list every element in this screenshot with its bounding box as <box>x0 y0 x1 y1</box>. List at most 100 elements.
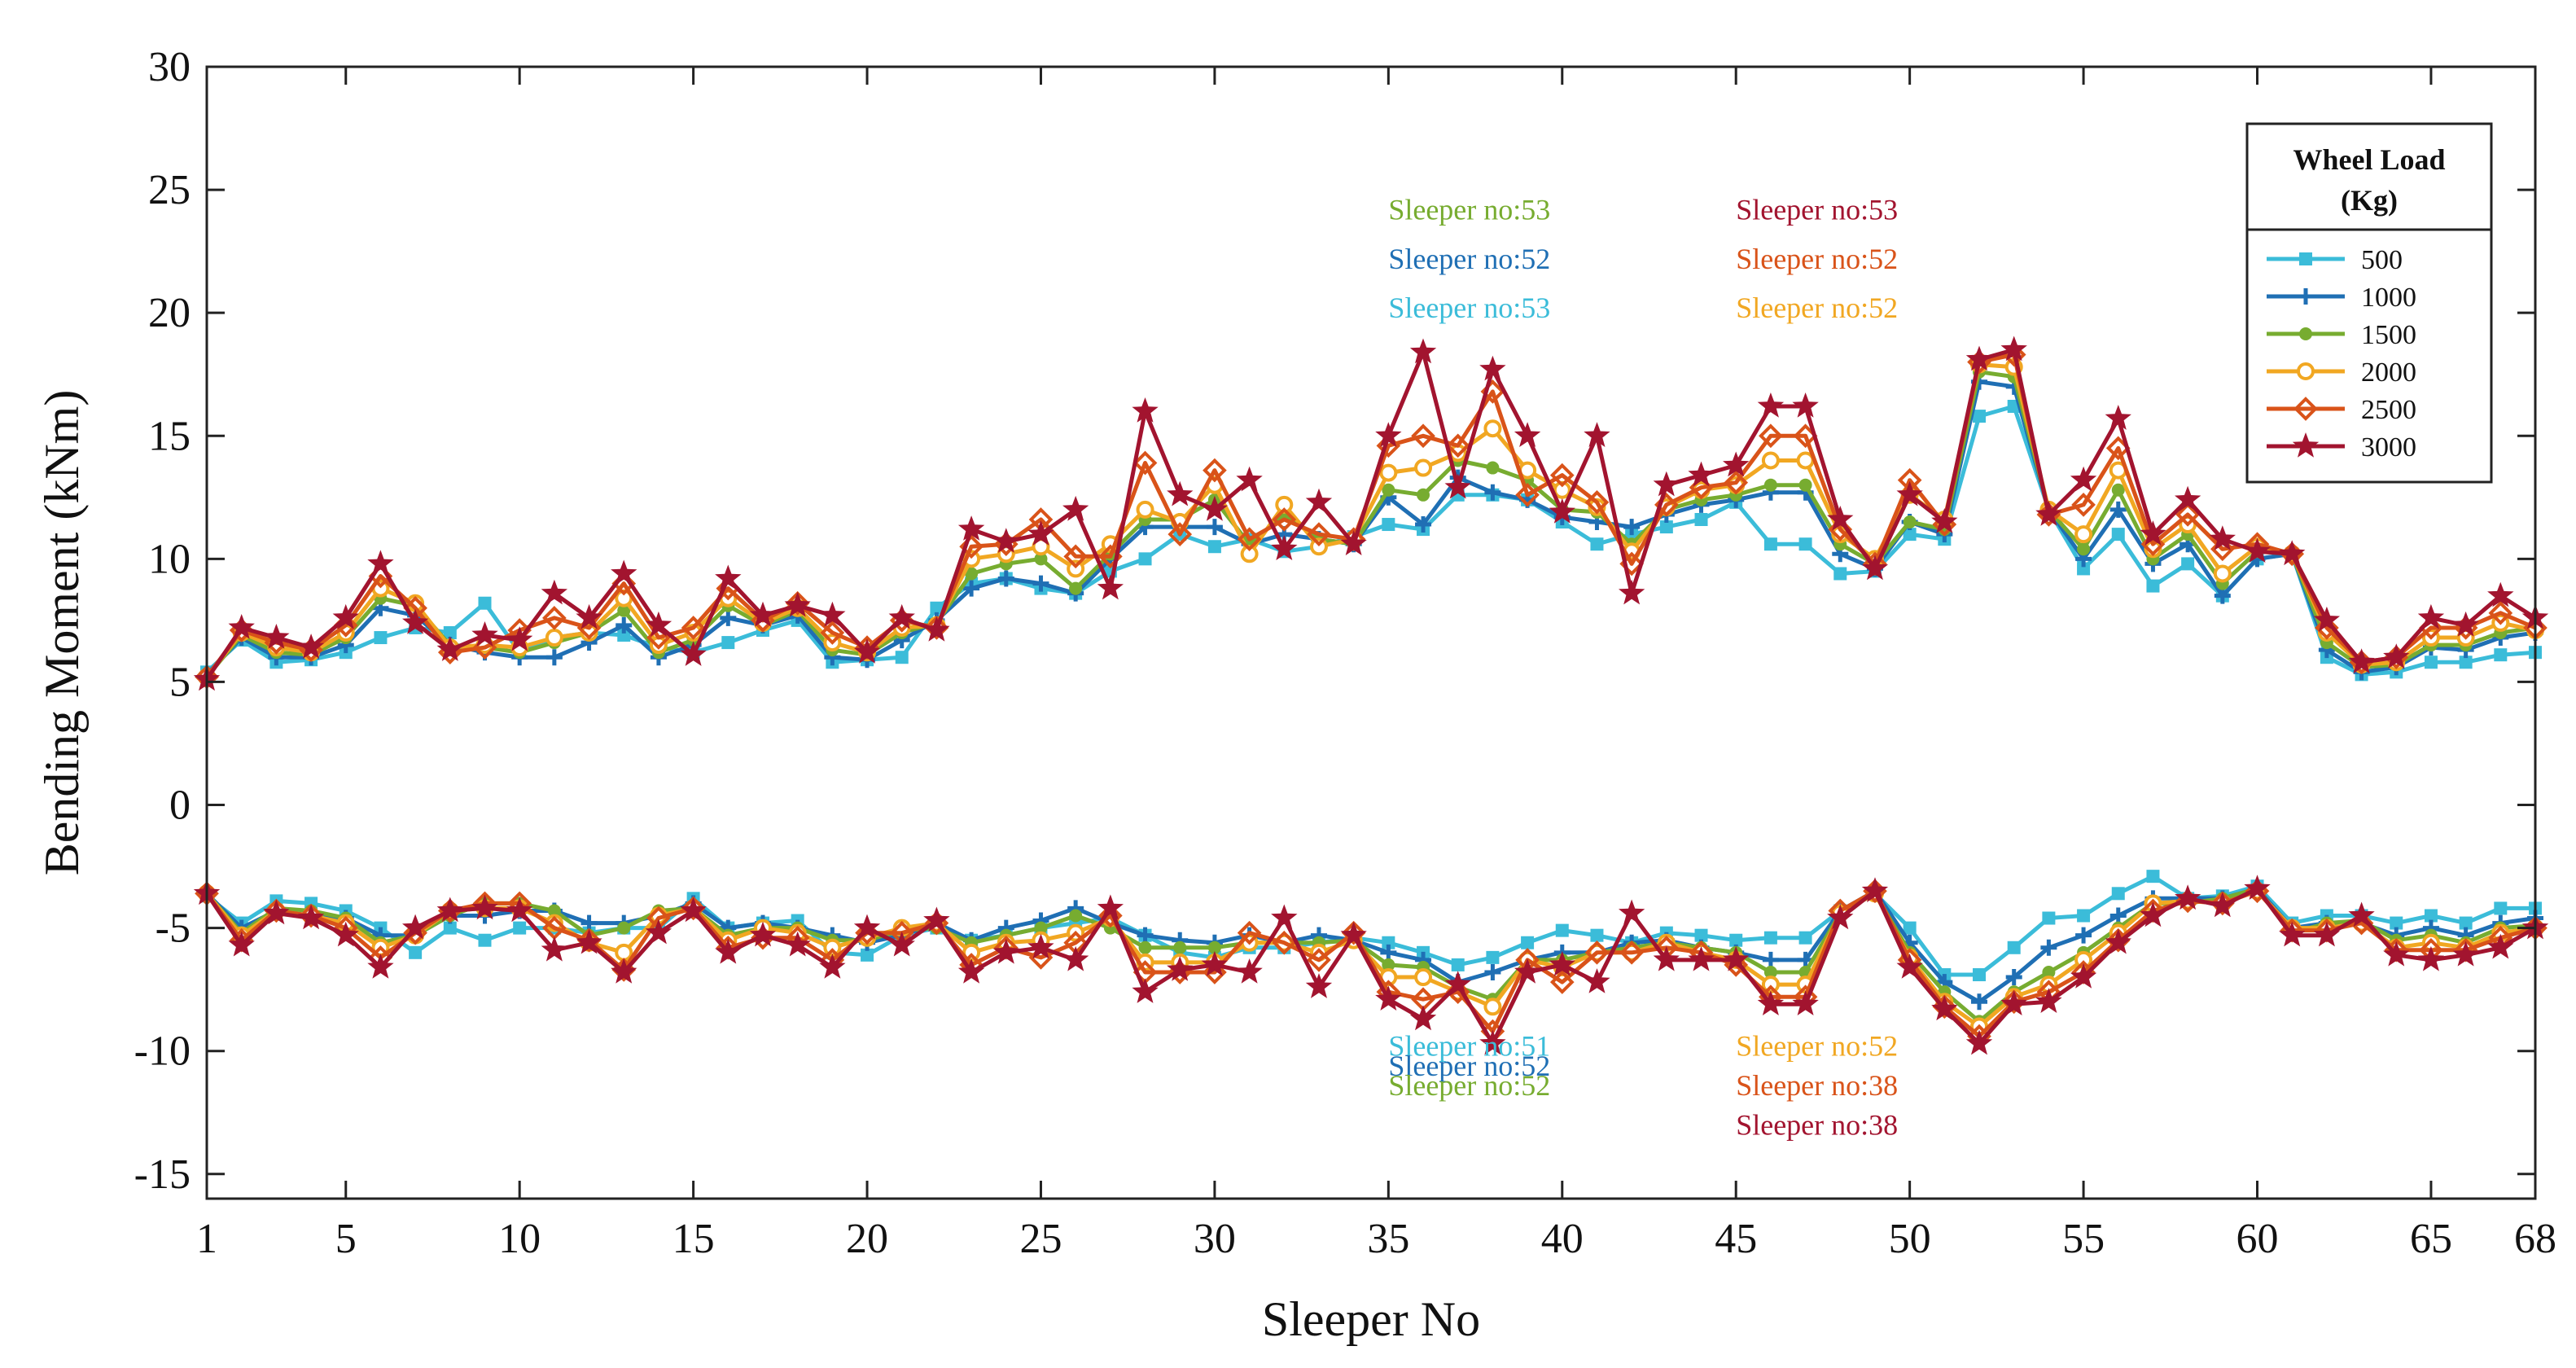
x-tick-label: 60 <box>2236 1216 2279 1262</box>
data-point-3000 <box>992 528 1019 553</box>
data-point-2500 <box>1063 544 1088 569</box>
data-point-500 <box>2146 870 2160 884</box>
data-point-2500 <box>1445 433 1470 458</box>
data-point-3000 <box>2175 485 2201 511</box>
data-point-500 <box>2494 648 2508 662</box>
data-point-2000 <box>2074 525 2093 544</box>
data-point-3000 <box>923 616 950 642</box>
data-point-500 <box>721 636 735 650</box>
data-point-500 <box>1903 528 1917 542</box>
y-tick-label: 30 <box>148 44 191 90</box>
legend-box <box>2245 122 2493 484</box>
data-point-3000 <box>2348 648 2375 673</box>
legend-label-3000: 3000 <box>2361 432 2416 463</box>
data-point-3000 <box>228 614 255 639</box>
data-point-3000 <box>2000 990 2027 1015</box>
data-point-1000 <box>2040 939 2057 956</box>
data-point-1000 <box>720 609 737 626</box>
data-point-500 <box>930 601 944 615</box>
series-3000 <box>193 335 2549 1055</box>
x-tick-label: 45 <box>1715 1216 1757 1262</box>
data-point-3000 <box>2244 537 2271 563</box>
data-point-3000 <box>402 914 429 940</box>
data-point-3000 <box>611 559 637 585</box>
data-point-500 <box>2459 656 2473 669</box>
data-point-1500 <box>1763 478 1777 492</box>
data-point-3000 <box>992 938 1019 964</box>
data-point-3000 <box>576 603 602 629</box>
x-tick-label: 10 <box>498 1216 541 1262</box>
data-point-500 <box>2007 940 2021 954</box>
x-tick-label: 68 <box>2514 1216 2556 1262</box>
y-axis-label: Bending Moment (kNm) <box>35 390 89 876</box>
x-tick-label: 5 <box>335 1216 357 1262</box>
data-point-500 <box>1138 552 1152 566</box>
data-point-3000 <box>1931 995 1958 1021</box>
annotation-label: Sleeper no:52 <box>1736 243 1898 275</box>
x-tick-label: 50 <box>1889 1216 1931 1262</box>
data-point-3000 <box>888 603 915 629</box>
data-point-1000 <box>1206 519 1223 536</box>
data-point-500 <box>1763 931 1777 945</box>
data-point-1000 <box>1762 951 1779 968</box>
data-point-3000 <box>1027 933 1054 959</box>
data-point-500 <box>1486 950 1500 964</box>
data-point-3000 <box>506 626 533 651</box>
data-point-3000 <box>471 621 498 647</box>
data-point-2000 <box>823 938 842 957</box>
tick-group: 1 5 10 15 20 25 30 35 40 45 50 55 60 65 68-15-10-50510… <box>134 44 2556 1262</box>
data-point-500 <box>1833 567 1847 581</box>
data-point-3000 <box>1688 945 1715 971</box>
data-point-2500 <box>1272 507 1297 532</box>
data-point-2500 <box>1584 490 1610 515</box>
data-point-3000 <box>853 638 881 664</box>
x-tick-label: 40 <box>1541 1216 1584 1262</box>
data-point-1000 <box>1971 993 1988 1011</box>
data-point-2500 <box>785 590 810 616</box>
data-point-3000 <box>1167 956 1194 981</box>
data-point-3000 <box>2209 525 2236 550</box>
data-point-3000 <box>1757 990 1785 1015</box>
data-point-3000 <box>1827 904 1854 930</box>
data-point-2500 <box>2315 616 2339 640</box>
data-point-2000 <box>615 943 633 962</box>
data-point-1500 <box>2111 483 2125 497</box>
data-point-2000 <box>1448 444 1467 463</box>
data-point-3000 <box>645 919 672 945</box>
data-point-2000 <box>1483 998 1502 1016</box>
data-point-3000 <box>749 921 777 947</box>
data-point-3000 <box>2279 540 2306 566</box>
data-point-3000 <box>1757 392 1785 418</box>
data-point-3000 <box>2417 945 2445 971</box>
data-point-3000 <box>1931 508 1958 533</box>
data-point-2500 <box>681 896 706 921</box>
legend-marker-500 <box>2299 252 2312 265</box>
data-point-1000 <box>1484 964 1501 980</box>
data-point-3000 <box>2383 643 2410 669</box>
data-point-2500 <box>924 616 949 640</box>
data-point-2500 <box>1307 522 1331 546</box>
data-point-2500 <box>1724 470 1749 495</box>
annotation-label: Sleeper no:52 <box>1388 243 1550 275</box>
data-point-2000 <box>545 629 563 647</box>
data-point-500 <box>443 626 457 639</box>
data-point-3000 <box>1167 480 1194 506</box>
data-point-3000 <box>1479 1029 1506 1055</box>
data-point-500 <box>2111 887 2125 901</box>
data-point-3000 <box>2035 501 2062 526</box>
data-point-2500 <box>1272 930 1297 955</box>
data-point-500 <box>1973 410 1987 423</box>
data-point-3000 <box>1514 422 1541 447</box>
x-axis-label: Sleeper No <box>1262 1292 1480 1346</box>
data-point-3000 <box>645 611 672 637</box>
data-point-3000 <box>1619 579 1645 605</box>
data-point-2000 <box>2213 564 2232 583</box>
series-line-3000-positive <box>204 348 2537 681</box>
data-point-3000 <box>2313 606 2340 632</box>
series-group <box>193 335 2549 1055</box>
data-point-3000 <box>2070 466 2097 492</box>
data-point-500 <box>895 651 909 664</box>
data-point-3000 <box>2452 611 2479 637</box>
data-point-3000 <box>2313 921 2340 947</box>
